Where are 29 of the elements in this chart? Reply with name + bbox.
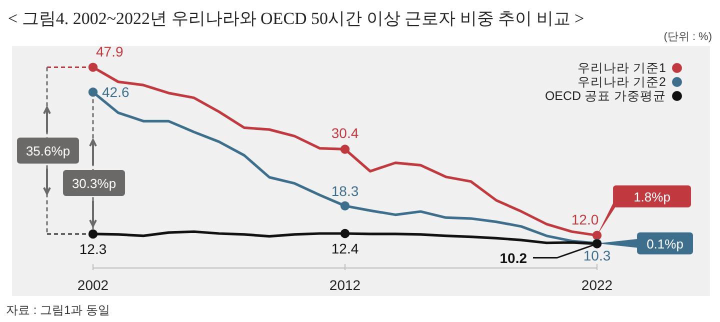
text: 1.8%p <box>634 189 670 204</box>
data-label: 12.3 <box>79 240 107 257</box>
chart-title: < 그림4. 2002~2022년 우리나라와 OECD 50시간 이상 근로자 비중 추이 비교 > <box>8 9 584 28</box>
legend-label: 우리나라 기준2 <box>578 75 666 89</box>
data-label: 12.0 <box>571 211 599 228</box>
legend-label: OECD 공표 가중평균 <box>544 89 666 103</box>
data-label: 42.6 <box>102 84 130 100</box>
point <box>88 62 98 72</box>
point <box>340 201 350 210</box>
data-label: 18.3 <box>331 182 359 199</box>
data-label: 10.2 <box>500 250 528 266</box>
x-tick-label: 2022 <box>581 277 613 293</box>
text: 0.1%p <box>646 236 684 252</box>
point <box>340 144 350 154</box>
annotation: 30.3%p <box>72 176 116 192</box>
point <box>88 88 98 97</box>
text: 자료 : 그림1과 동일 <box>6 303 110 317</box>
data-label: 47.9 <box>96 43 124 60</box>
point <box>592 230 602 240</box>
text: (단위 : %) <box>664 31 712 43</box>
data-label: 10.3 <box>583 247 611 264</box>
point <box>88 229 98 239</box>
x-tick-label: 2002 <box>77 277 109 293</box>
text: 35.6%p <box>26 144 70 159</box>
data-label: 30.4 <box>331 125 359 142</box>
x-tick-label: 2012 <box>329 277 361 293</box>
point <box>340 228 350 238</box>
legend-label: 우리나라 기준1 <box>578 61 666 75</box>
data-label: 12.4 <box>331 240 359 256</box>
